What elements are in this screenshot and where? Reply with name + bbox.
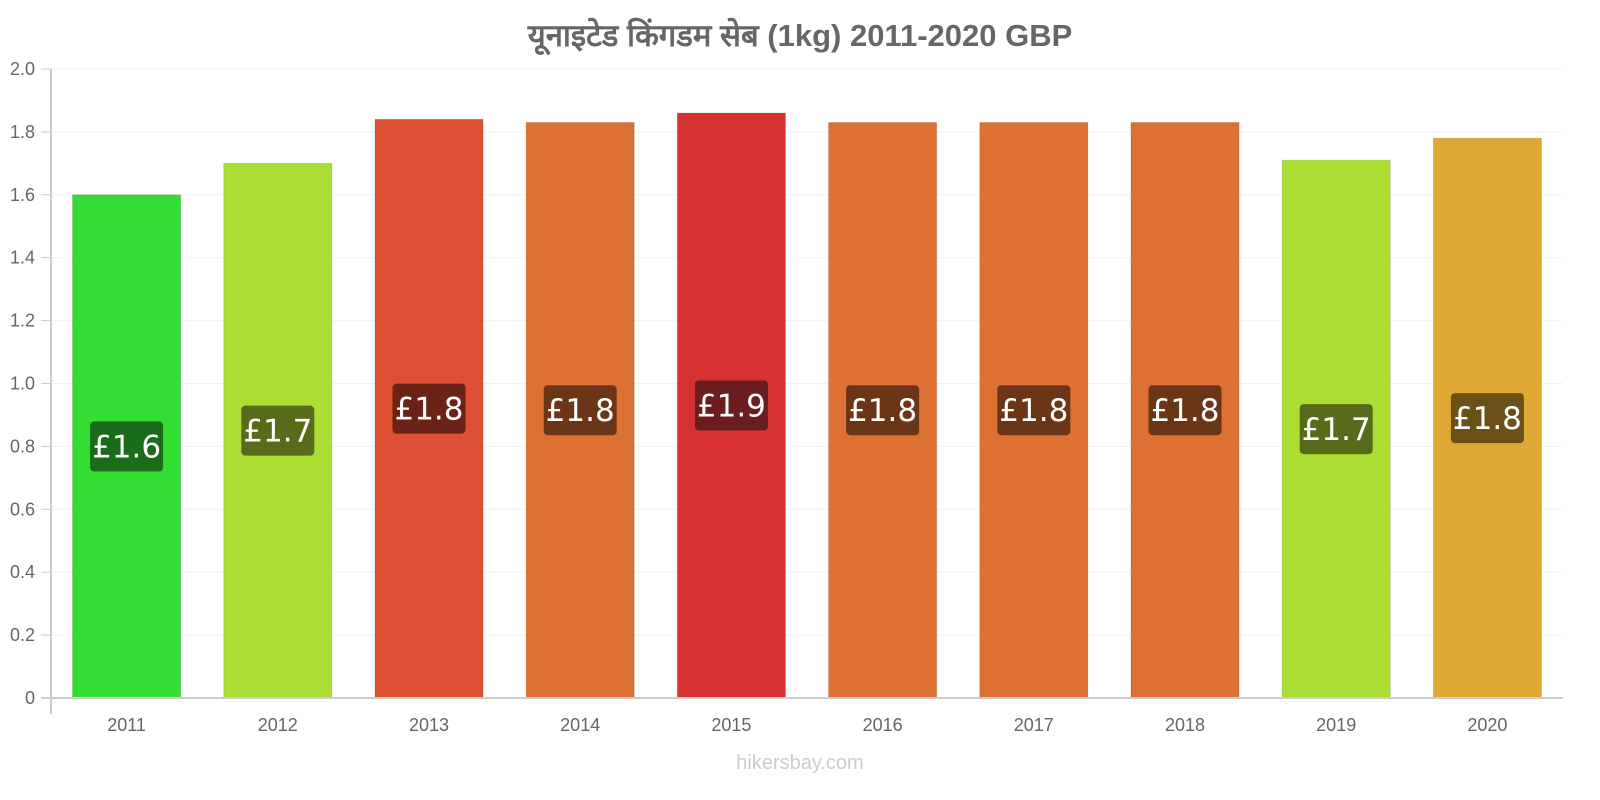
data-label-bg bbox=[241, 405, 315, 456]
data-label: £1.6 bbox=[92, 429, 161, 465]
x-tick-label: 2016 bbox=[863, 715, 903, 735]
y-tick-label: 1.6 bbox=[10, 185, 35, 205]
x-tick-label: 2019 bbox=[1316, 715, 1356, 735]
data-label-bg bbox=[90, 421, 164, 472]
data-label: £1.9 bbox=[697, 389, 766, 425]
x-tick-label: 2015 bbox=[711, 715, 751, 735]
data-label: £1.8 bbox=[546, 393, 615, 429]
x-tick-label: 2014 bbox=[560, 715, 600, 735]
y-tick-label: 1.8 bbox=[10, 122, 35, 142]
x-tick-label: 2020 bbox=[1467, 715, 1507, 735]
data-label: £1.7 bbox=[243, 414, 312, 450]
data-label: £1.7 bbox=[1302, 412, 1371, 448]
data-label-bg bbox=[1148, 385, 1222, 436]
data-label-bg bbox=[1299, 404, 1373, 455]
y-tick-label: 0.4 bbox=[10, 562, 35, 582]
data-label: £1.8 bbox=[394, 392, 463, 428]
x-tick-label: 2013 bbox=[409, 715, 449, 735]
data-label-bg bbox=[846, 385, 920, 436]
y-tick-label: 1.0 bbox=[10, 374, 35, 394]
x-tick-label: 2018 bbox=[1165, 715, 1205, 735]
y-tick-label: 0.2 bbox=[10, 625, 35, 645]
y-tick-label: 0.8 bbox=[10, 436, 35, 456]
data-label-bg bbox=[392, 383, 466, 434]
data-label-bg bbox=[694, 380, 768, 431]
y-tick-label: 0.6 bbox=[10, 499, 35, 519]
data-label-bg bbox=[543, 385, 617, 436]
y-tick-label: 2.0 bbox=[10, 59, 35, 79]
data-label-bg bbox=[997, 385, 1071, 436]
y-tick-label: 0 bbox=[25, 688, 35, 708]
data-label-bg bbox=[1450, 393, 1524, 444]
x-tick-label: 2012 bbox=[258, 715, 298, 735]
data-label: £1.8 bbox=[1453, 401, 1522, 437]
y-tick-label: 1.2 bbox=[10, 311, 35, 331]
chart-title: यूनाइटेड किंगडम सेब (1kg) 2011-2020 GBP bbox=[527, 18, 1073, 53]
watermark: hikersbay.com bbox=[736, 752, 864, 774]
data-label: £1.8 bbox=[999, 393, 1068, 429]
x-tick-label: 2017 bbox=[1014, 715, 1054, 735]
data-label: £1.8 bbox=[1150, 393, 1219, 429]
data-label: £1.8 bbox=[848, 393, 917, 429]
y-tick-label: 1.4 bbox=[10, 248, 35, 268]
x-tick-label: 2011 bbox=[107, 715, 146, 735]
